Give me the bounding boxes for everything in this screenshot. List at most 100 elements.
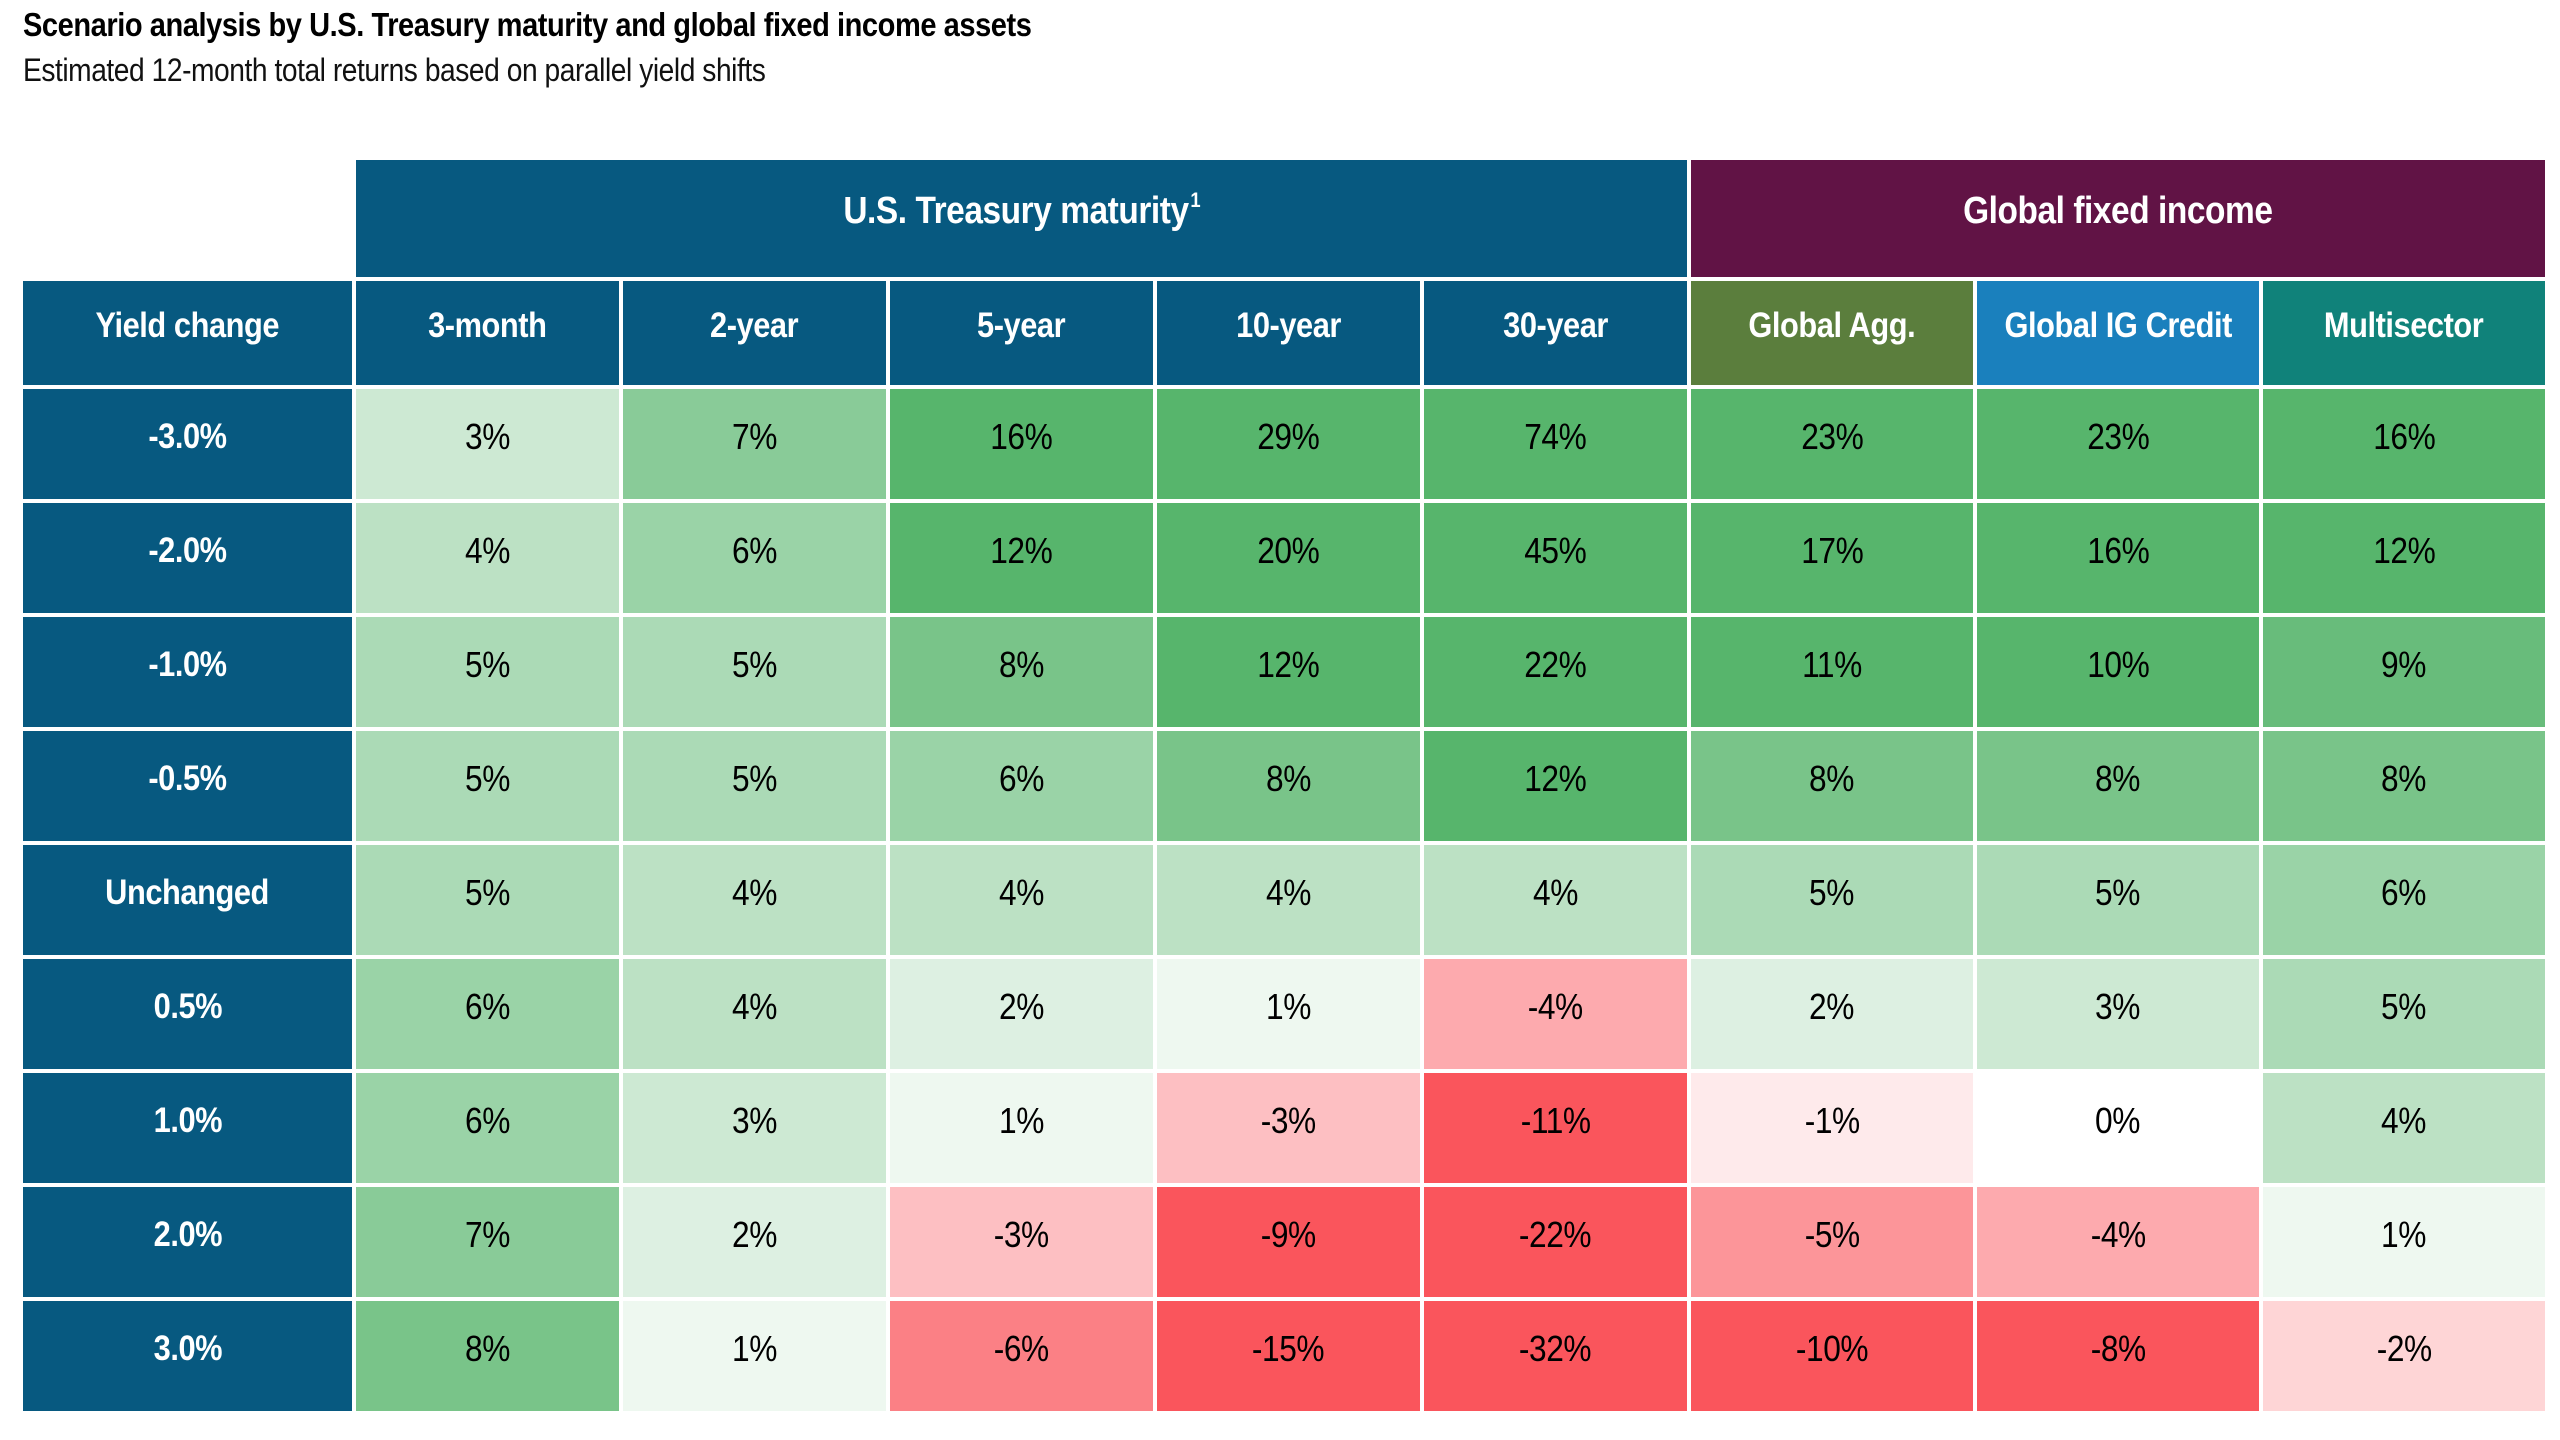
row-label--1-0-: -1.0%: [23, 617, 352, 727]
column-header-global-ig-credit-text: Global IG Credit: [2004, 306, 2232, 345]
value-cell-text: -5%: [1804, 1214, 1860, 1255]
value-cell: 16%: [890, 389, 1153, 499]
value-cell: 23%: [1691, 389, 1973, 499]
column-group-label: U.S. Treasury maturity: [843, 190, 1189, 232]
value-cell-text: 6%: [2381, 872, 2427, 913]
value-cell: 8%: [356, 1301, 619, 1411]
value-cell-text: 5%: [2381, 986, 2427, 1027]
column-group-header-treasury-text: U.S. Treasury maturity1: [843, 189, 1200, 233]
value-cell: 1%: [1157, 959, 1420, 1069]
value-cell-text: 2%: [1809, 986, 1855, 1027]
value-cell-text: -11%: [1520, 1100, 1591, 1141]
value-cell: 7%: [623, 389, 886, 499]
value-cell: 29%: [1157, 389, 1420, 499]
value-cell: -2%: [2263, 1301, 2545, 1411]
value-cell: 1%: [623, 1301, 886, 1411]
page-subtitle-text: Estimated 12-month total returns based o…: [23, 52, 766, 88]
value-cell-text: -3%: [1260, 1100, 1317, 1141]
value-cell-text: -3%: [993, 1214, 1050, 1255]
value-cell: 8%: [1157, 731, 1420, 841]
value-cell-text: 1%: [1266, 986, 1311, 1027]
column-header-5-year: 5-year: [890, 281, 1153, 385]
row-label-1-0-: 1.0%: [23, 1073, 352, 1183]
value-cell-text: -10%: [1795, 1328, 1869, 1369]
column-header-2-year-text: 2-year: [710, 306, 799, 345]
value-cell-text: 8%: [1809, 758, 1855, 799]
row-axis-header-text: Yield change: [95, 306, 280, 345]
row-label--2-0--text: -2.0%: [148, 531, 227, 570]
value-cell-text: -1%: [1804, 1100, 1860, 1141]
value-cell: 0%: [1977, 1073, 2259, 1183]
row-label--3-0-: -3.0%: [23, 389, 352, 499]
value-cell: 9%: [2263, 617, 2545, 727]
value-cell: 5%: [2263, 959, 2545, 1069]
value-cell: 8%: [890, 617, 1153, 727]
value-cell-text: 74%: [1524, 416, 1587, 457]
scenario-heatmap-table: U.S. Treasury maturity1 Global fixed inc…: [23, 160, 2545, 1411]
value-cell-text: 4%: [1533, 872, 1578, 913]
value-cell: 7%: [356, 1187, 619, 1297]
column-header-30-year-text: 30-year: [1503, 306, 1608, 345]
value-cell: 4%: [623, 959, 886, 1069]
value-cell-text: -32%: [1519, 1328, 1592, 1369]
value-cell-text: -15%: [1252, 1328, 1325, 1369]
value-cell-text: 8%: [999, 644, 1044, 685]
value-cell: 4%: [2263, 1073, 2545, 1183]
value-cell-text: 29%: [1257, 416, 1320, 457]
value-cell-text: 17%: [1800, 530, 1864, 571]
value-cell-text: -4%: [1527, 986, 1584, 1027]
value-cell-text: 4%: [465, 530, 510, 571]
corner-spacer: [23, 160, 352, 277]
value-cell: 1%: [2263, 1187, 2545, 1297]
value-cell-text: 10%: [2086, 644, 2150, 685]
value-cell: 4%: [890, 845, 1153, 955]
row-label-3-0--text: 3.0%: [153, 1329, 222, 1368]
value-cell-text: -9%: [1260, 1214, 1317, 1255]
value-cell: 6%: [890, 731, 1153, 841]
value-cell: 2%: [1691, 959, 1973, 1069]
value-cell: 3%: [356, 389, 619, 499]
value-cell-text: 1%: [732, 1328, 777, 1369]
value-cell: 8%: [1691, 731, 1973, 841]
value-cell-text: -2%: [2376, 1328, 2432, 1369]
value-cell-text: 6%: [999, 758, 1044, 799]
column-header-2-year: 2-year: [623, 281, 886, 385]
value-cell: -5%: [1691, 1187, 1973, 1297]
value-cell: 6%: [356, 1073, 619, 1183]
value-cell-text: 4%: [1266, 872, 1311, 913]
value-cell-text: 8%: [1266, 758, 1311, 799]
value-cell-text: 5%: [732, 644, 777, 685]
value-cell-text: 4%: [2381, 1100, 2427, 1141]
row-label-unchanged: Unchanged: [23, 845, 352, 955]
value-cell: 2%: [890, 959, 1153, 1069]
value-cell-text: 12%: [990, 530, 1053, 571]
value-cell-text: 12%: [1257, 644, 1320, 685]
value-cell-text: 1%: [2381, 1214, 2427, 1255]
value-cell: -3%: [1157, 1073, 1420, 1183]
row-label-2-0--text: 2.0%: [153, 1215, 222, 1254]
value-cell: -22%: [1424, 1187, 1687, 1297]
value-cell: -8%: [1977, 1301, 2259, 1411]
value-cell-text: 6%: [732, 530, 777, 571]
column-header-10-year-text: 10-year: [1236, 306, 1341, 345]
page-subtitle: Estimated 12-month total returns based o…: [23, 52, 867, 89]
row-label-0-5-: 0.5%: [23, 959, 352, 1069]
value-cell-text: 8%: [2095, 758, 2141, 799]
value-cell-text: 5%: [465, 758, 510, 799]
value-cell: 1%: [890, 1073, 1153, 1183]
value-cell: 20%: [1157, 503, 1420, 613]
value-cell-text: -4%: [2090, 1214, 2146, 1255]
value-cell-text: 5%: [2095, 872, 2141, 913]
value-cell: 16%: [2263, 389, 2545, 499]
value-cell: 10%: [1977, 617, 2259, 727]
value-cell-text: 12%: [2372, 530, 2436, 571]
page-title: Scenario analysis by U.S. Treasury matur…: [23, 6, 1169, 44]
value-cell-text: 22%: [1524, 644, 1587, 685]
column-header-5-year-text: 5-year: [977, 306, 1066, 345]
row-label-unchanged-text: Unchanged: [105, 873, 270, 912]
column-group-header-global-text: Global fixed income: [1963, 190, 2273, 233]
value-cell: 74%: [1424, 389, 1687, 499]
column-header-global-agg-: Global Agg.: [1691, 281, 1973, 385]
value-cell: 3%: [1977, 959, 2259, 1069]
